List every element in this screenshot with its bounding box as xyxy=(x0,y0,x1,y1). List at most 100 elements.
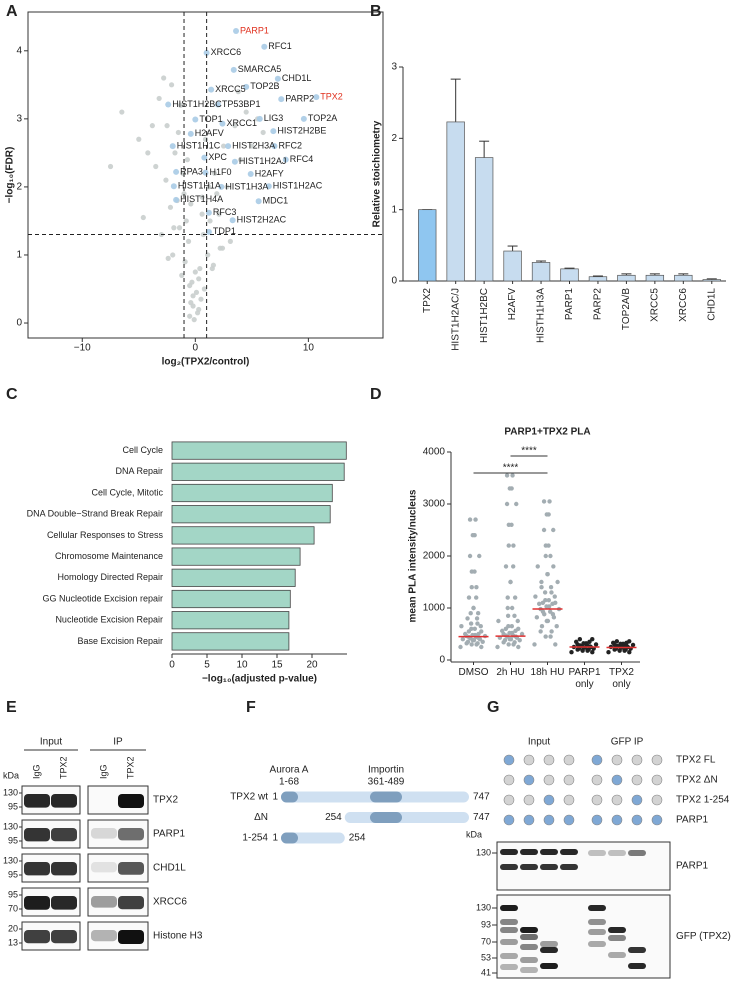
group-label: GFP IP xyxy=(611,737,644,748)
y-tick-label: 4000 xyxy=(423,447,446,458)
construct-name: ΔN xyxy=(254,812,268,823)
data-point xyxy=(179,272,185,278)
data-point xyxy=(211,170,218,176)
data-point xyxy=(140,214,146,221)
kda-marker: 41 xyxy=(481,967,491,977)
data-point xyxy=(300,115,307,122)
category-label-box: 2h HU xyxy=(496,667,524,678)
condition-dot xyxy=(631,774,643,786)
data-point xyxy=(153,163,159,170)
blot-band xyxy=(628,947,646,953)
kda-marker: 20 xyxy=(8,923,18,933)
x-axis-label: −log₁₀(adjusted p-value) xyxy=(202,674,317,685)
data-point xyxy=(507,486,513,491)
data-point xyxy=(261,43,268,50)
data-point xyxy=(459,624,464,629)
significance-label: **** xyxy=(503,463,519,474)
data-point xyxy=(581,641,586,646)
group-label: IP xyxy=(113,737,123,748)
kda-marker: 95 xyxy=(8,869,18,879)
data-point xyxy=(265,183,272,190)
data-point xyxy=(193,289,200,296)
blot-label: PARP1 xyxy=(676,861,708,872)
bar xyxy=(645,274,665,282)
condition-dot xyxy=(523,814,535,826)
data-point xyxy=(270,128,277,135)
blot-band xyxy=(500,939,518,945)
data-point xyxy=(552,594,557,599)
blot-band xyxy=(540,864,558,870)
data-point xyxy=(230,66,237,73)
condition-dot xyxy=(523,774,535,786)
row-label: Histone H3 xyxy=(153,931,203,942)
category-label: Chromosome Maintenance xyxy=(55,551,163,561)
data-point xyxy=(233,28,240,35)
category-label-box: PARP1 only xyxy=(568,667,600,690)
category-label: DNA Repair xyxy=(115,466,163,476)
condition-label: TPX2 ΔN xyxy=(676,775,718,786)
point-label: TPX2 xyxy=(320,91,343,101)
data-point xyxy=(606,650,611,655)
data-point xyxy=(509,605,515,611)
data-point xyxy=(614,639,620,644)
kda-marker: 70 xyxy=(8,903,18,913)
data-point xyxy=(474,585,479,590)
category-label: GG Nucleotide Excision repair xyxy=(42,593,163,603)
data-point xyxy=(468,611,473,616)
data-point xyxy=(225,143,232,150)
data-point xyxy=(539,585,544,590)
data-point xyxy=(187,282,193,289)
data-point xyxy=(220,143,227,149)
y-axis-label: Relative stoichiometry xyxy=(372,120,383,227)
blot-band xyxy=(91,896,117,908)
data-point xyxy=(458,644,463,650)
bar xyxy=(531,262,551,282)
point-label: TOP2A xyxy=(308,113,337,123)
category-label: 18h HU xyxy=(530,667,565,678)
data-point xyxy=(593,642,599,647)
data-point xyxy=(516,644,521,650)
point-label: XRCC6 xyxy=(211,47,242,57)
bar xyxy=(171,589,291,609)
condition-dot xyxy=(543,794,555,806)
data-point xyxy=(460,637,466,642)
data-point xyxy=(514,501,519,507)
data-point xyxy=(136,136,142,142)
panel-letter: F xyxy=(246,699,256,716)
bar xyxy=(171,568,296,587)
category-label: Cell Cycle xyxy=(122,445,163,455)
data-point xyxy=(505,595,510,600)
condition-dot xyxy=(651,774,663,786)
data-point xyxy=(539,579,544,585)
condition-dot xyxy=(543,774,555,786)
point-label: RFC3 xyxy=(213,207,237,217)
blot-band xyxy=(118,828,144,841)
point-label: TOP2B xyxy=(250,81,279,91)
data-point xyxy=(505,605,510,611)
domain-block xyxy=(370,812,402,823)
data-point xyxy=(472,569,477,574)
blot-band xyxy=(500,849,518,855)
data-point xyxy=(235,89,241,95)
data-point xyxy=(515,618,520,624)
x-tick-label: PARP2 xyxy=(593,288,604,320)
panel-letter: B xyxy=(370,3,382,20)
condition-dot xyxy=(651,794,663,806)
data-point xyxy=(475,611,481,616)
kda-marker: 53 xyxy=(481,952,491,962)
point-label: HIST1H1A xyxy=(178,181,221,191)
data-point xyxy=(229,217,236,224)
data-point xyxy=(469,585,474,590)
data-point xyxy=(216,211,222,217)
data-point xyxy=(165,101,172,108)
blot-band xyxy=(608,850,626,856)
blot-band xyxy=(520,864,538,870)
blot-band xyxy=(91,930,117,942)
data-point xyxy=(610,640,616,646)
condition-dot xyxy=(611,754,623,766)
data-point xyxy=(627,650,632,655)
category-label: Homology Directed Repair xyxy=(57,572,163,582)
kda-label: kDa xyxy=(3,770,19,780)
